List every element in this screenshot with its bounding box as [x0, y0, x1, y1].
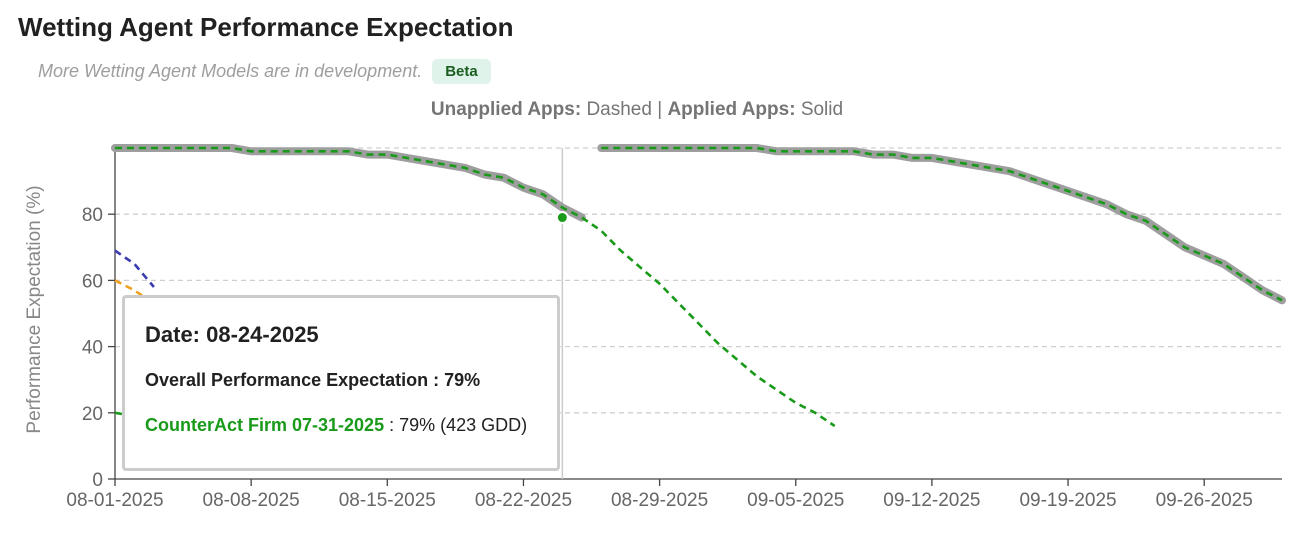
series-line — [114, 249, 155, 288]
tooltip-date: Date: 08-24-2025 — [145, 322, 319, 347]
tooltip-overall: Overall Performance Expectation : 79% — [145, 370, 481, 390]
legend-separator: | — [657, 99, 663, 120]
y-axis-label: Performance Expectation (%) — [24, 185, 45, 433]
chart-tooltip: Date: 08-24-2025 Overall Performance Exp… — [122, 295, 560, 471]
subtitle-text: More Wetting Agent Models are in develop… — [38, 61, 423, 81]
x-tick-label: 09-19-2025 — [1019, 490, 1116, 511]
applied-value: Solid — [800, 99, 844, 120]
y-tick-label: 80 — [82, 205, 103, 226]
x-tick-label: 09-05-2025 — [747, 490, 844, 511]
x-tick-label: 08-22-2025 — [475, 490, 572, 511]
unapplied-value: Dashed — [586, 99, 652, 120]
x-tick-label: 09-12-2025 — [883, 490, 980, 511]
page-title: Wetting Agent Performance Expectation — [18, 12, 514, 42]
unapplied-label: Unapplied Apps: — [430, 99, 582, 120]
hover-point — [555, 211, 569, 225]
series-line — [601, 146, 1283, 302]
x-tick-label: 08-15-2025 — [339, 490, 436, 511]
beta-badge: Beta — [432, 59, 491, 84]
y-tick-label: 60 — [82, 271, 103, 292]
tooltip-series-row: CounterAct Firm 07-31-2025 : 79% (423 GD… — [145, 415, 537, 436]
applied-label: Applied Apps: — [667, 99, 796, 120]
tooltip-series-value: : 79% (423 GDD) — [389, 415, 528, 435]
x-tick-label: 08-29-2025 — [611, 490, 708, 511]
line-style-legend: Unapplied Apps: Dashed | Applied Apps: S… — [0, 99, 1274, 121]
x-tick-label: 08-01-2025 — [66, 490, 163, 511]
y-tick-label: 40 — [82, 338, 103, 359]
subtitle-row: More Wetting Agent Models are in develop… — [38, 59, 491, 84]
y-tick-label: 20 — [82, 404, 103, 425]
x-tick-label: 08-08-2025 — [203, 490, 300, 511]
y-tick-label: 0 — [92, 470, 103, 491]
x-tick-label: 09-26-2025 — [1156, 490, 1253, 511]
tooltip-series-name: CounterAct Firm 07-31-2025 — [145, 415, 385, 435]
series-line — [115, 146, 836, 428]
series-applied-band — [597, 144, 1286, 305]
